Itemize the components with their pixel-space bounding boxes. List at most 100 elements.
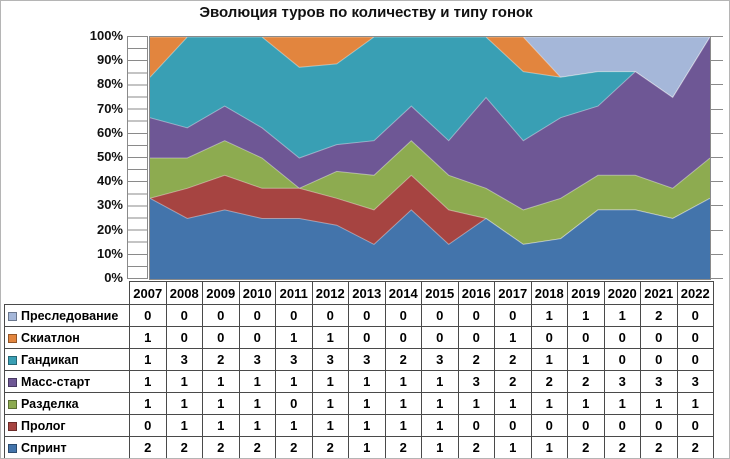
- value-cell: 2: [384, 436, 422, 458]
- y-axis-right-tick: [711, 253, 723, 255]
- y-axis-tick-label: 10%: [96, 245, 123, 261]
- y-axis-right-tick: [711, 205, 723, 207]
- value-cell: 3: [676, 370, 714, 393]
- value-cell: 1: [603, 304, 641, 327]
- area-series-Спринт: [150, 198, 710, 279]
- y-axis-right-tick: [711, 132, 723, 134]
- value-cell: 0: [348, 326, 386, 349]
- y-axis-right-tick: [711, 278, 723, 279]
- year-header-cell: 2012: [311, 281, 349, 305]
- area-series-border: [150, 37, 710, 159]
- value-cell: 1: [165, 414, 203, 437]
- value-cell: 2: [275, 436, 313, 458]
- value-cell: 0: [457, 326, 495, 349]
- value-cell: 0: [567, 326, 605, 349]
- year-header-cell: 2015: [421, 281, 459, 305]
- value-cell: 1: [384, 414, 422, 437]
- value-cell: 1: [348, 436, 386, 458]
- value-cell: 3: [457, 370, 495, 393]
- series-name-label: Разделка: [21, 396, 79, 411]
- value-cell: 0: [421, 304, 459, 327]
- legend-cell: Пролог: [4, 414, 130, 437]
- year-header-cell: 2013: [348, 281, 386, 305]
- y-axis-right-tick: [711, 108, 723, 110]
- value-cell: 1: [275, 414, 313, 437]
- value-cell: 1: [311, 414, 349, 437]
- year-header-cell: 2016: [457, 281, 495, 305]
- y-axis-right-tick: [711, 84, 723, 86]
- series-color-swatch-icon: [8, 377, 17, 387]
- y-axis-tick-label: 40%: [96, 173, 123, 189]
- value-cell: 1: [494, 436, 532, 458]
- value-cell: 0: [457, 414, 495, 437]
- y-axis-tick-label: 90%: [96, 52, 123, 68]
- value-cell: 1: [202, 370, 240, 393]
- legend-cell: Преследование: [4, 304, 130, 327]
- value-cell: 1: [311, 370, 349, 393]
- value-cell: 1: [129, 370, 167, 393]
- value-cell: 2: [640, 436, 678, 458]
- area-series-border: [150, 140, 710, 211]
- series-color-swatch-icon: [8, 333, 17, 343]
- value-cell: 2: [384, 348, 422, 371]
- value-cell: 2: [640, 304, 678, 327]
- value-cell: 0: [530, 326, 568, 349]
- value-cell: 3: [238, 348, 276, 371]
- value-cell: 0: [348, 304, 386, 327]
- series-color-swatch-icon: [8, 399, 17, 409]
- value-cell: 1: [348, 370, 386, 393]
- value-cell: 2: [676, 436, 714, 458]
- value-cell: 0: [494, 304, 532, 327]
- value-cell: 1: [238, 414, 276, 437]
- value-cell: 0: [640, 348, 678, 371]
- value-cell: 2: [311, 436, 349, 458]
- value-cell: 1: [457, 392, 495, 415]
- value-cell: 3: [311, 348, 349, 371]
- value-cell: 3: [348, 348, 386, 371]
- value-cell: 1: [494, 392, 532, 415]
- value-cell: 0: [202, 326, 240, 349]
- year-header-cell: 2010: [238, 281, 276, 305]
- value-cell: 2: [165, 436, 203, 458]
- y-axis-right-tick: [711, 60, 723, 62]
- series-name-label: Пролог: [21, 418, 66, 433]
- value-cell: 1: [129, 392, 167, 415]
- value-cell: 0: [567, 414, 605, 437]
- value-cell: 2: [238, 436, 276, 458]
- series-name-label: Гандикап: [21, 352, 79, 367]
- y-axis-tick-label: 0%: [104, 270, 123, 285]
- table-row: Масс-старт 1 1 1 1 1 1 1 1 1 3 2 2 2 3 3 3: [4, 370, 714, 393]
- value-cell: 1: [567, 348, 605, 371]
- year-header-cell: 2007: [129, 281, 167, 305]
- value-cell: 1: [238, 370, 276, 393]
- value-cell: 1: [421, 370, 459, 393]
- value-cell: 1: [348, 392, 386, 415]
- value-cell: 0: [640, 326, 678, 349]
- series-name-label: Спринт: [21, 440, 67, 455]
- value-cell: 1: [421, 414, 459, 437]
- area-series-border: [150, 37, 710, 99]
- series-color-swatch-icon: [8, 355, 17, 365]
- value-cell: 1: [384, 392, 422, 415]
- value-cell: 0: [530, 414, 568, 437]
- value-cell: 0: [676, 326, 714, 349]
- value-cell: 1: [275, 370, 313, 393]
- y-axis-tick-label: 60%: [96, 124, 123, 140]
- value-cell: 0: [676, 304, 714, 327]
- y-axis-right-tick: [711, 229, 723, 231]
- y-axis-tick-label: 30%: [96, 197, 123, 213]
- value-cell: 2: [603, 436, 641, 458]
- value-cell: 0: [165, 326, 203, 349]
- y-axis-tick-label: 50%: [96, 149, 123, 164]
- series-color-swatch-icon: [8, 311, 17, 321]
- value-cell: 2: [567, 436, 605, 458]
- table-row: Преследование 0 0 0 0 0 0 0 0 0 0 0 1 1 1 2 0: [4, 304, 714, 327]
- value-cell: 2: [530, 370, 568, 393]
- stacked-area-plot: [149, 36, 711, 280]
- value-cell: 0: [202, 304, 240, 327]
- value-cell: 1: [640, 392, 678, 415]
- value-cell: 1: [603, 392, 641, 415]
- value-cell: 0: [238, 326, 276, 349]
- value-cell: 2: [567, 370, 605, 393]
